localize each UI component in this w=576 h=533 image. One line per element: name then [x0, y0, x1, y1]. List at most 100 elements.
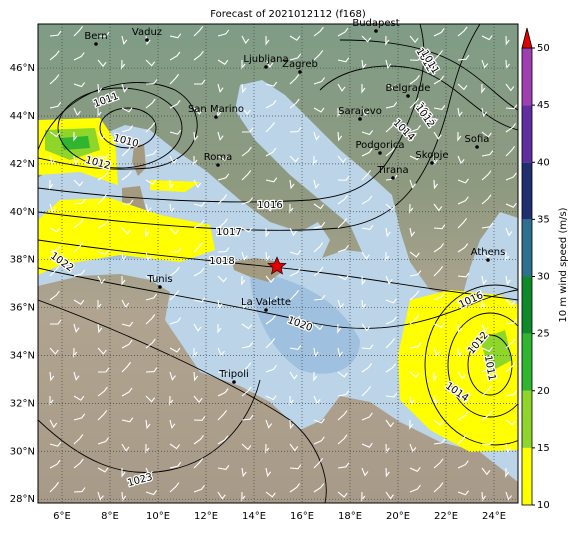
wind-barb: [145, 367, 158, 373]
city-label: Tunis: [146, 274, 172, 285]
wind-barb: [169, 482, 180, 493]
y-tick-label: 38°N: [10, 255, 35, 266]
wind-barb: [265, 147, 277, 157]
wind-barb: [241, 362, 252, 373]
wind-barb: [361, 412, 373, 421]
wind-barb: [313, 26, 324, 37]
wind-barb: [241, 341, 254, 349]
wind-barb: [169, 73, 180, 85]
wind-barb: [97, 491, 104, 501]
wind-barb: [313, 347, 319, 358]
wind-barb: [289, 35, 301, 41]
wind-barb: [385, 467, 390, 478]
wind-barb: [241, 107, 251, 115]
wind-barb: [121, 339, 133, 349]
wind-barb: [289, 483, 301, 493]
wind-barb: [433, 75, 445, 85]
wind-barb: [73, 218, 84, 229]
colorbar-tick-label: 50: [537, 43, 550, 54]
wind-barb: [217, 323, 222, 334]
wind-barb: [193, 347, 198, 358]
wind-barb: [73, 413, 86, 421]
wind-barb: [409, 98, 420, 109]
wind-barb: [409, 466, 421, 472]
wind-barb: [193, 395, 203, 404]
wind-barb: [433, 179, 438, 190]
wind-barb: [241, 83, 247, 94]
wind-barb: [385, 275, 393, 285]
wind-barb: [265, 35, 270, 46]
x-tick-label: 20°E: [386, 511, 410, 522]
wind-barb: [361, 299, 366, 310]
wind-barb: [265, 295, 278, 301]
city-marker: [158, 285, 162, 289]
wind-barb: [217, 173, 230, 181]
wind-barb: [49, 290, 60, 301]
wind-barb: [145, 203, 152, 213]
wind-barb: [385, 101, 398, 109]
colorbar-segment: [522, 333, 532, 391]
wind-barb: [73, 269, 86, 277]
wind-barb: [481, 150, 494, 157]
wind-barb: [481, 170, 492, 181]
wind-barb: [433, 292, 445, 301]
wind-barb: [121, 199, 134, 205]
wind-barb: [361, 225, 374, 230]
wind-barb: [49, 419, 58, 429]
wind-barb: [121, 491, 127, 502]
wind-barb: [409, 419, 414, 430]
wind-barb: [97, 219, 109, 229]
wind-barb: [337, 175, 350, 181]
wind-barbs: [49, 25, 518, 502]
graticule: [38, 24, 518, 503]
wind-barb: [433, 438, 446, 445]
corsica: [132, 144, 146, 176]
wind-barb: [457, 155, 465, 165]
wind-barb: [313, 436, 325, 445]
wind-barb: [97, 275, 106, 285]
city-marker: [358, 117, 362, 121]
wind-barb: [73, 155, 79, 166]
wind-barb: [73, 82, 86, 88]
wind-barb: [385, 227, 391, 238]
wind-barb: [193, 26, 204, 37]
wind-barb: [409, 74, 420, 85]
wind-barb: [337, 275, 349, 281]
wind-barb: [313, 294, 326, 301]
wind-barb: [169, 227, 179, 235]
isobar: [38, 24, 425, 203]
wind-barb: [457, 347, 462, 358]
wind-barb: [169, 51, 181, 61]
wind-barb: [361, 169, 372, 181]
city-label: La Valette: [241, 297, 291, 308]
wind-barb: [337, 299, 345, 309]
wind-barb: [433, 28, 445, 37]
wind-barb: [505, 390, 518, 397]
isobar: [424, 284, 518, 446]
wind-barb: [217, 131, 224, 141]
wind-barb: [241, 35, 250, 45]
city-marker: [475, 145, 479, 149]
wind-barb: [385, 59, 392, 70]
x-tick-label: 6°E: [53, 511, 71, 522]
wind-barb: [361, 275, 366, 286]
x-tick-label: 18°E: [338, 511, 362, 522]
city-label: San Marino: [188, 104, 244, 115]
map-frame: [37, 23, 519, 504]
y-tick-label: 28°N: [10, 494, 35, 505]
wind-barb: [409, 371, 420, 378]
wind-barb: [481, 222, 494, 229]
wind-barb: [433, 243, 445, 253]
wind-barb: [433, 482, 444, 493]
wind-barb: [121, 417, 134, 423]
wind-barb: [481, 194, 492, 205]
y-tick-label: 32°N: [10, 398, 35, 409]
wind-barb: [241, 414, 254, 421]
wind-barb: [337, 83, 346, 92]
wind-barb: [97, 131, 106, 140]
wind-barb: [313, 457, 324, 469]
wind-barb: [289, 464, 302, 470]
wind-barb: [169, 290, 180, 301]
wind-barb: [121, 107, 133, 113]
